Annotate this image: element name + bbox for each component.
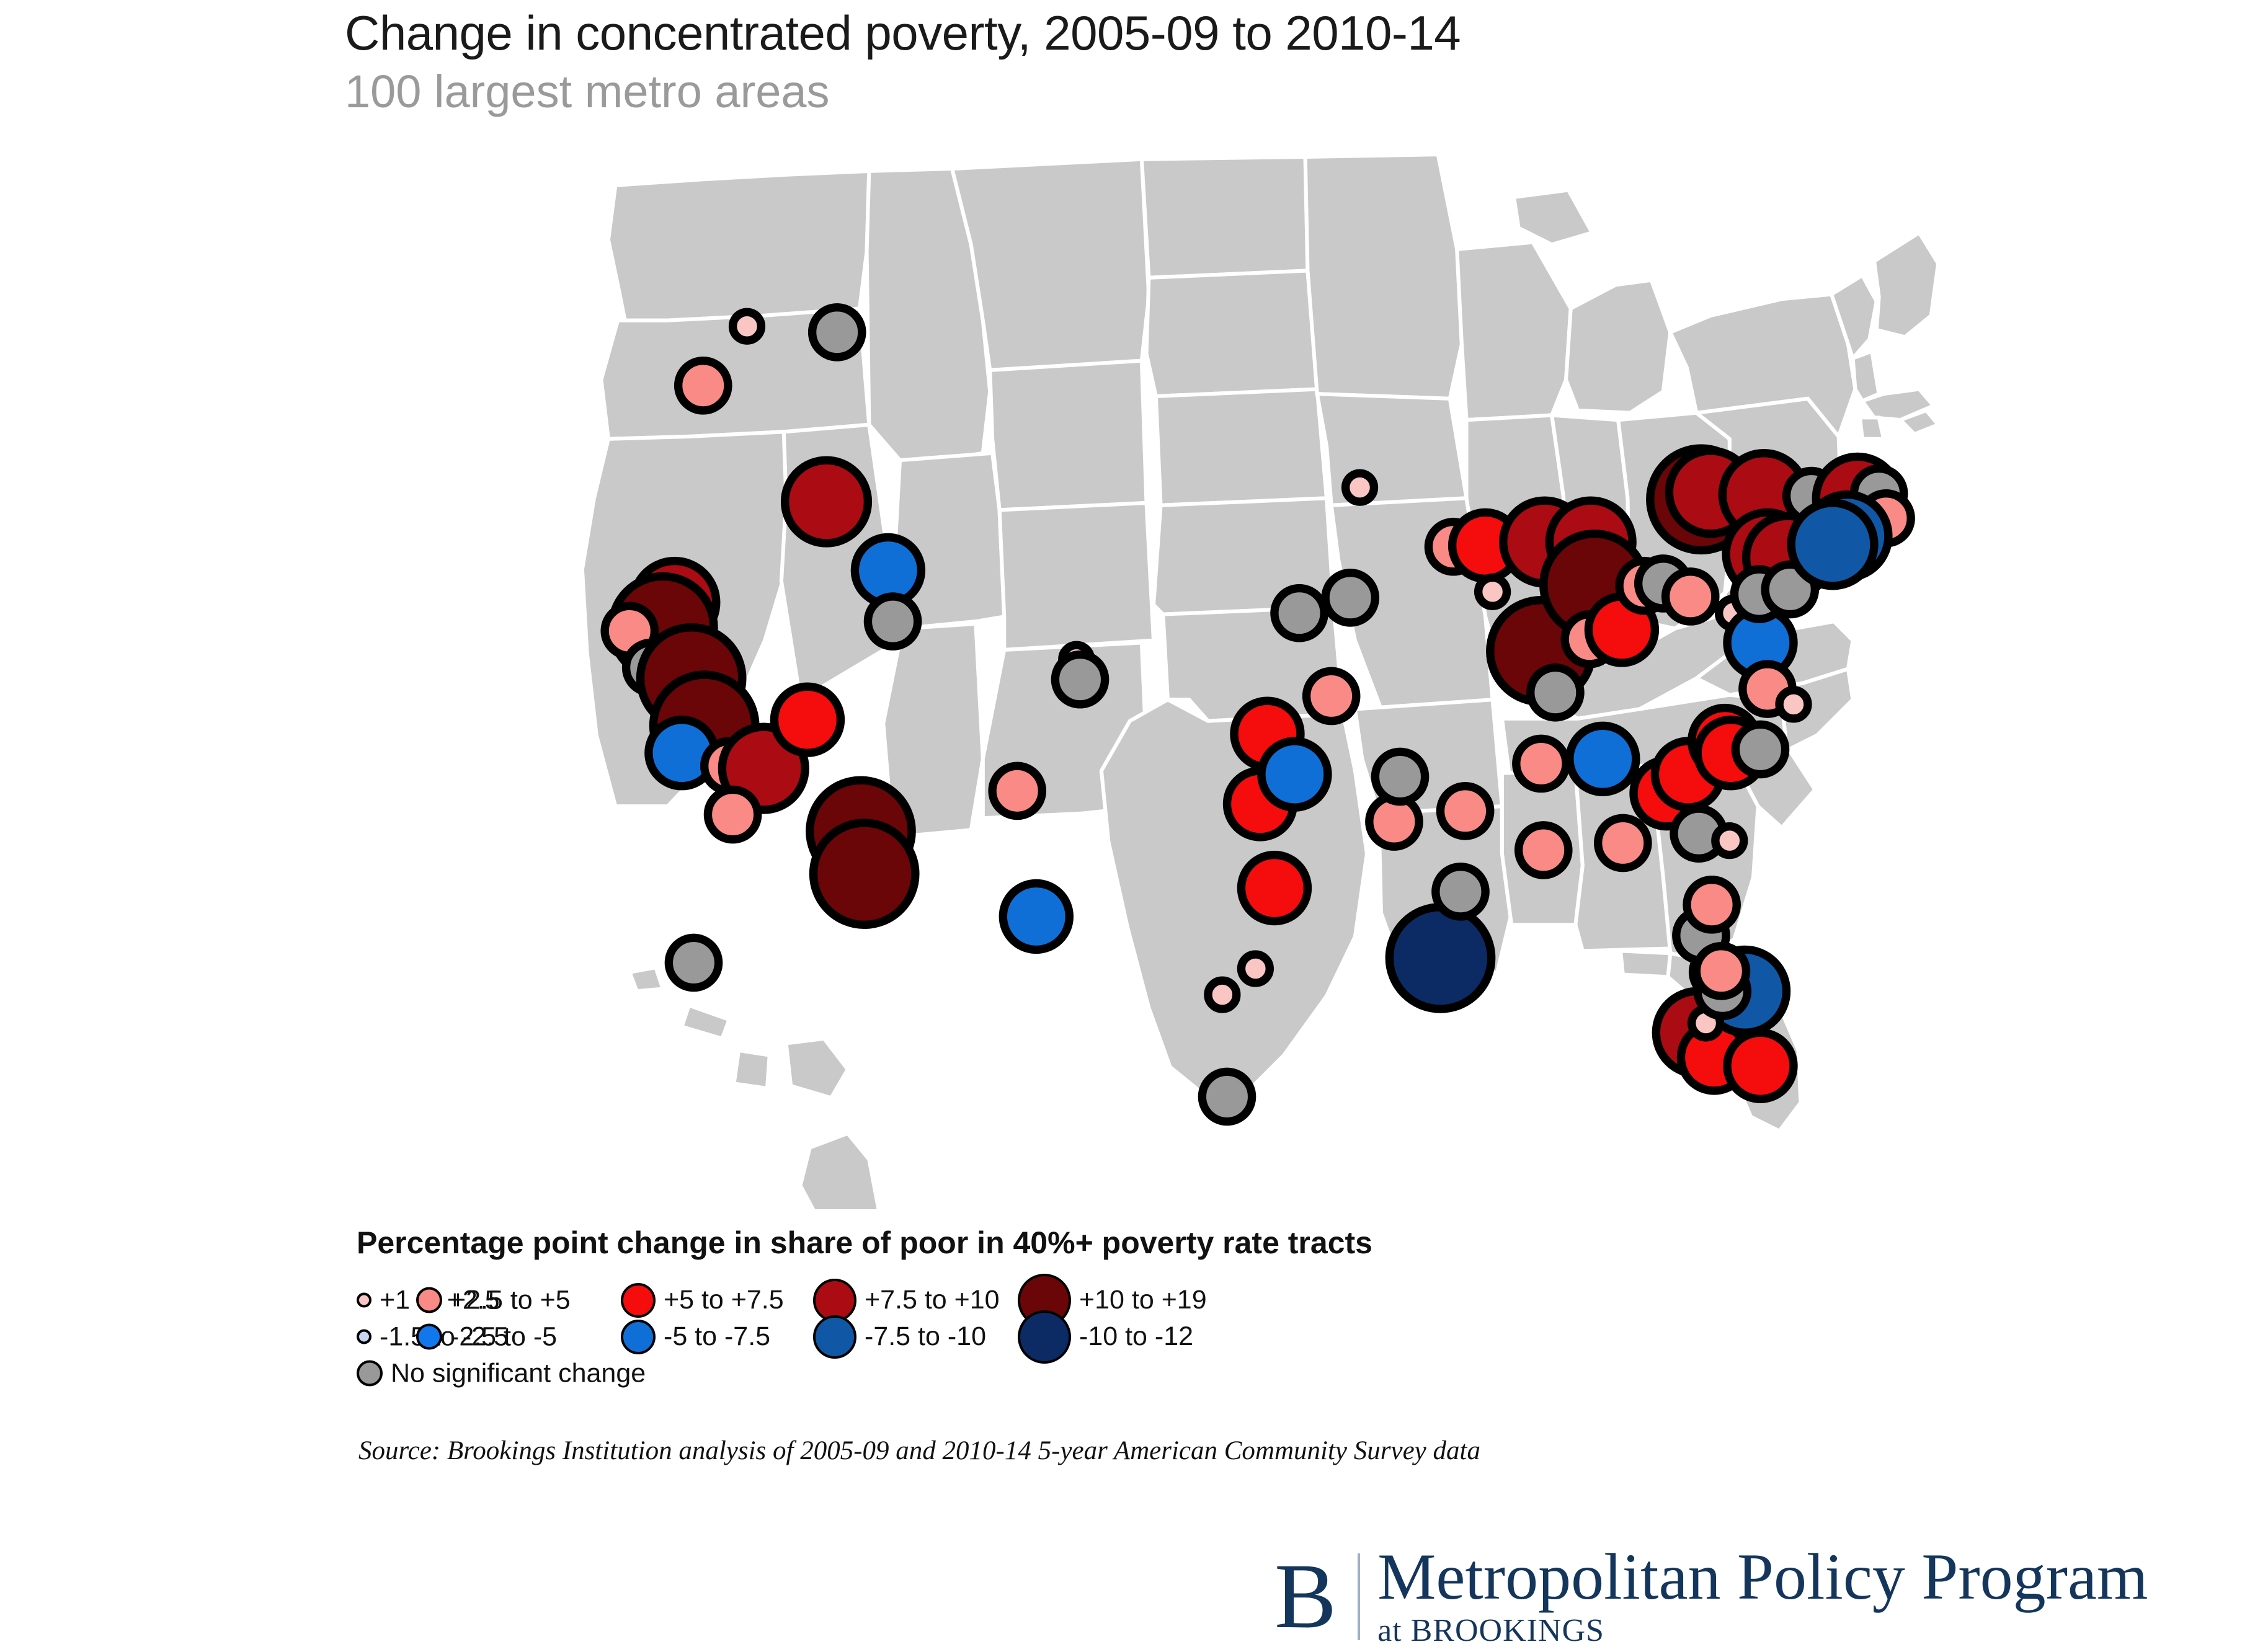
source-note: Source: Brookings Institution analysis o… xyxy=(358,1436,1480,1465)
legend-label: -1.5 to -2.5 xyxy=(380,1321,509,1351)
metro-bubble xyxy=(664,933,723,992)
metro-bubble xyxy=(1723,1028,1798,1103)
metro-bubble xyxy=(1321,569,1380,627)
metro-bubble xyxy=(1787,499,1879,590)
brookings-logo: B Metropolitan Policy Program at BROOKIN… xyxy=(1274,1544,2148,1649)
metro-bubble xyxy=(1692,942,1751,1000)
legend-title: Percentage point change in share of poor… xyxy=(357,1225,1372,1260)
legend-label: +5 to +7.5 xyxy=(664,1285,784,1315)
legend-swatch xyxy=(621,1282,656,1318)
legend-swatch xyxy=(357,1329,371,1344)
metro-bubble xyxy=(1257,737,1332,812)
metro-bubble xyxy=(1385,902,1496,1013)
metro-bubble xyxy=(1204,976,1241,1013)
metro-bubble xyxy=(988,762,1047,820)
metro-bubble xyxy=(1051,650,1110,709)
legend-label: -5 to -7.5 xyxy=(664,1321,771,1351)
metro-bubble xyxy=(674,356,732,415)
map-svg xyxy=(580,153,1942,1209)
legend-item: +10 to +19 xyxy=(1018,1273,1207,1327)
legend-label: +2.5 to +5 xyxy=(450,1285,571,1315)
legend-label: No significant change xyxy=(391,1358,646,1388)
logo-divider xyxy=(1358,1553,1361,1640)
legend-item: +5 to +7.5 xyxy=(621,1282,784,1318)
metro-bubble xyxy=(1711,822,1748,859)
metro-bubble xyxy=(863,592,922,651)
metro-bubble xyxy=(1270,584,1328,642)
logo-program-name: Metropolitan Policy Program xyxy=(1377,1540,2148,1613)
legend-item: -10 to -12 xyxy=(1018,1310,1193,1364)
legend: Percentage point change in share of poor… xyxy=(357,1225,1969,1392)
legend-item: +2.5 to +5 xyxy=(416,1285,571,1315)
legend-item: +7.5 to +10 xyxy=(813,1278,1000,1322)
legend-row-increase: +1 to +2.5+2.5 to +5+5 to +7.5+7.5 to +1… xyxy=(357,1273,1969,1327)
legend-swatch xyxy=(1018,1310,1071,1364)
metro-bubble xyxy=(1565,721,1640,796)
legend-item: -7.5 to -10 xyxy=(813,1315,986,1359)
legend-swatch xyxy=(416,1287,442,1313)
metro-bubble xyxy=(1431,863,1490,921)
us-land-layer xyxy=(580,153,1942,1209)
legend-item: -2.5 to -5 xyxy=(416,1321,557,1352)
page-title: Change in concentrated poverty, 2005-09 … xyxy=(345,6,1461,60)
legend-swatch xyxy=(357,1292,371,1308)
metro-bubble xyxy=(703,785,762,844)
legend-row-no-change: No significant change xyxy=(357,1355,1969,1392)
metro-bubble xyxy=(770,682,845,757)
data-bubbles-layer xyxy=(600,303,1915,1126)
metro-bubble xyxy=(1593,814,1652,873)
metro-bubble xyxy=(807,303,866,362)
legend-swatch xyxy=(357,1360,383,1387)
legend-label: -10 to -12 xyxy=(1079,1321,1194,1351)
metro-bubble xyxy=(1436,782,1495,840)
metro-bubble xyxy=(1526,663,1585,722)
metro-bubble xyxy=(1661,567,1720,626)
legend-item: No significant change xyxy=(357,1358,646,1388)
page-subtitle: 100 largest metro areas xyxy=(345,66,830,117)
metro-bubble xyxy=(1514,821,1573,879)
legend-swatch xyxy=(813,1278,856,1322)
logo-mark: B xyxy=(1274,1544,1337,1648)
legend-label: -2.5 to -5 xyxy=(450,1321,558,1351)
metro-bubble xyxy=(809,819,920,930)
legend-item: -5 to -7.5 xyxy=(621,1319,771,1354)
metro-bubble xyxy=(1237,850,1312,926)
metro-bubble xyxy=(1341,469,1379,506)
legend-item: -1.5 to -2.5 xyxy=(357,1321,509,1352)
metro-bubble xyxy=(1731,720,1790,779)
legend-swatch xyxy=(416,1323,442,1350)
metro-bubble xyxy=(999,879,1074,954)
metro-bubble xyxy=(1302,667,1361,726)
bubble-map xyxy=(310,143,1997,1209)
logo-org-name: at BROOKINGS xyxy=(1377,1613,1604,1648)
legend-label: -7.5 to -10 xyxy=(865,1321,986,1351)
metro-bubble xyxy=(1237,950,1274,987)
metro-bubble xyxy=(1198,1067,1256,1126)
legend-label: +7.5 to +10 xyxy=(865,1285,1000,1315)
legend-swatch xyxy=(621,1319,656,1354)
metro-bubble xyxy=(728,308,766,345)
metro-bubble xyxy=(1775,686,1812,723)
metro-bubble xyxy=(1474,573,1511,610)
metro-bubble xyxy=(780,456,873,548)
legend-swatch xyxy=(813,1315,856,1359)
legend-label: +10 to +19 xyxy=(1079,1285,1207,1315)
metro-bubble xyxy=(1371,747,1430,806)
metro-bubble xyxy=(1512,734,1570,793)
legend-row-decrease: -1.5 to -2.5 -2.5 to -5 -5 to -7.5 -7.5 to … xyxy=(357,1310,1969,1364)
metro-bubble xyxy=(1683,876,1741,934)
